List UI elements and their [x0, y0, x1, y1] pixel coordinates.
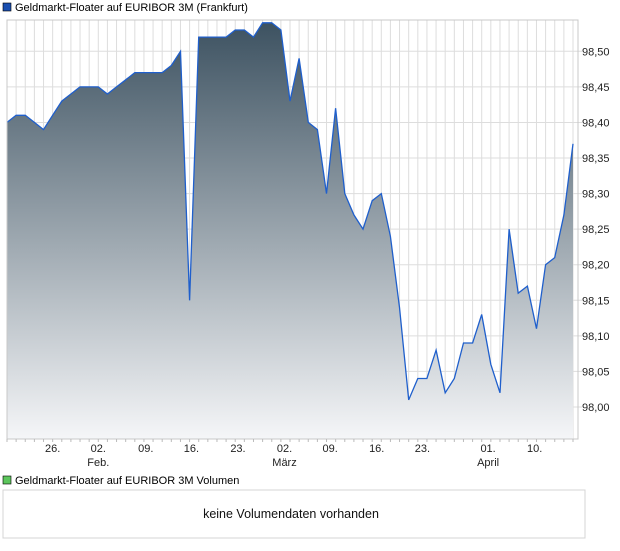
- x-tick-label: 16.: [369, 443, 384, 455]
- legend-volume-label: Geldmarkt-Floater auf EURIBOR 3M Volumen: [15, 475, 239, 487]
- legend-price-label: Geldmarkt-Floater auf EURIBOR 3M (Frankf…: [15, 2, 248, 14]
- legend-price-swatch: [3, 3, 11, 11]
- y-tick-label: 98,05: [582, 366, 610, 378]
- x-tick-label: 09.: [138, 443, 153, 455]
- legend-volume-swatch: [3, 476, 11, 484]
- x-month-label: März: [272, 457, 296, 469]
- volume-message: keine Volumendaten vorhanden: [203, 507, 379, 521]
- x-month-label: April: [477, 457, 499, 469]
- y-tick-label: 98,20: [582, 260, 610, 272]
- y-tick-label: 98,35: [582, 153, 610, 165]
- x-tick-label: 09.: [323, 443, 338, 455]
- y-tick-label: 98,50: [582, 46, 610, 58]
- y-tick-label: 98,40: [582, 117, 610, 129]
- y-tick-label: 98,15: [582, 295, 610, 307]
- y-tick-label: 98,10: [582, 331, 610, 343]
- x-tick-label: 23.: [415, 443, 430, 455]
- x-tick-label: 26.: [45, 443, 60, 455]
- x-axis: 26. 02. Feb. 09. 16. 23. 02. März 09. 16. 23. 01. Ap…: [7, 439, 573, 469]
- x-tick-label: 02.: [277, 443, 292, 455]
- y-tick-label: 98,00: [582, 402, 610, 414]
- x-month-label: Feb.: [87, 457, 109, 469]
- y-tick-label: 98,45: [582, 82, 610, 94]
- y-tick-label: 98,30: [582, 189, 610, 201]
- y-tick-label: 98,25: [582, 224, 610, 236]
- x-tick-label: 16.: [184, 443, 199, 455]
- x-tick-label: 23.: [230, 443, 245, 455]
- x-tick-label: 10.: [527, 443, 542, 455]
- x-tick-label: 02.: [91, 443, 106, 455]
- x-tick-label: 01.: [480, 443, 495, 455]
- y-axis: 98,00 98,05 98,10 98,15 98,20 98,25 98,30 98,35…: [582, 46, 610, 414]
